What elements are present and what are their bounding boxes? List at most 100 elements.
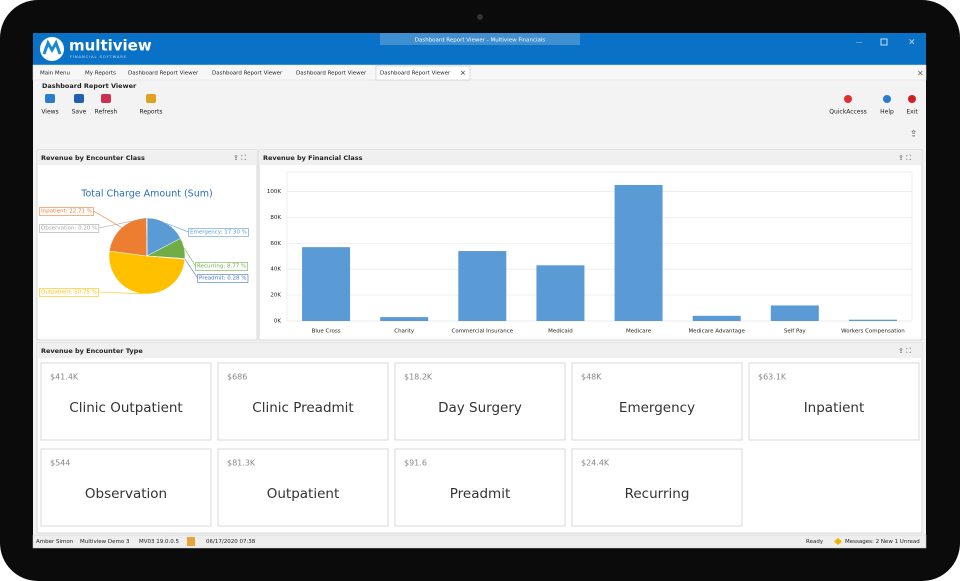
card-name: Inpatient [804, 400, 865, 416]
panel-tools[interactable]: ⇪ ⛶ [898, 347, 911, 355]
status-text: 06/17/2020 07:38 [206, 539, 256, 545]
tab-close[interactable]: × [460, 69, 466, 77]
card[interactable] [394, 448, 566, 527]
leader-line [166, 223, 189, 233]
pie-title: Total Charge Amount (Sum) [80, 189, 212, 200]
status-messages[interactable]: Messages: 2 New 1 Unread [845, 539, 920, 545]
leader-line [98, 291, 143, 295]
pie-slice [109, 217, 148, 257]
bar[interactable] [380, 317, 429, 321]
card-name: Clinic Preadmit [252, 400, 353, 416]
button-icon [146, 94, 156, 103]
status-text: Amber Simon [36, 539, 74, 545]
x-tick-label: Blue Cross [312, 329, 341, 335]
bar[interactable] [848, 319, 897, 321]
window-title: Dashboard Report Viewer - Multiview Fina… [415, 38, 546, 44]
pie-label-box [188, 228, 249, 237]
card[interactable] [40, 362, 212, 441]
ribbon-button[interactable]: QuickAccess [829, 109, 867, 116]
card-name: Preadmit [450, 486, 511, 502]
pie-label: Outpatient: 50.75 % [41, 290, 97, 296]
logo-text: multiview [69, 37, 152, 55]
card[interactable] [217, 362, 389, 441]
card[interactable] [571, 448, 743, 527]
panel-header [259, 150, 922, 165]
bar[interactable] [458, 251, 507, 321]
card[interactable] [748, 362, 920, 441]
bar[interactable] [692, 315, 741, 321]
tab[interactable]: Dashboard Report Viewer [128, 71, 199, 77]
ribbon-button[interactable]: Refresh [95, 109, 118, 116]
pie-label-box [197, 274, 249, 283]
bar[interactable] [770, 305, 819, 321]
ribbon-button[interactable]: Views [41, 109, 58, 116]
bar[interactable] [614, 184, 663, 321]
x-tick-label: Self Pay [784, 329, 807, 335]
tab[interactable]: Dashboard Report Viewer [212, 71, 283, 77]
leader-line [184, 258, 198, 279]
tab[interactable]: Dashboard Report Viewer [380, 71, 451, 77]
tab[interactable]: Dashboard Report Viewer [296, 71, 367, 77]
ribbon-button[interactable]: Exit [906, 109, 918, 116]
panel-tools[interactable]: ⇪ ⛶ [233, 154, 246, 162]
ribbon-button[interactable]: Help [880, 109, 894, 116]
card-name: Recurring [625, 486, 690, 502]
card[interactable] [40, 448, 212, 527]
tab[interactable]: My Reports [85, 71, 116, 77]
pie-label: Recurring: 8.77 % [197, 264, 246, 270]
x-tick-label: Charity [394, 329, 415, 335]
x-tick-label: Commercial Insurance [451, 329, 513, 335]
panel-title: Revenue by Encounter Class [41, 154, 145, 162]
status-ready: Ready [806, 539, 824, 545]
pie-slice [108, 250, 186, 295]
bar[interactable] [536, 265, 585, 321]
pie-label-box [195, 262, 249, 271]
button-icon [45, 94, 55, 103]
ribbon-button[interactable]: Save [72, 109, 87, 116]
minimize[interactable]: — [856, 38, 863, 46]
button-icon [74, 94, 84, 103]
card-value: $544 [50, 459, 70, 468]
pie-label-box [39, 207, 94, 216]
y-tick-label: 80K [270, 215, 281, 221]
close[interactable]: × [908, 38, 916, 48]
leader-line [93, 210, 122, 228]
tab-strip-close[interactable]: × [917, 69, 924, 78]
panel [258, 149, 923, 341]
active-tab [375, 65, 471, 81]
card[interactable] [217, 448, 389, 527]
card-value: $41.4K [50, 373, 79, 382]
ribbon-group: Dashboard Report Viewer [42, 82, 137, 90]
ribbon-button[interactable]: Reports [139, 109, 162, 116]
card-name: Clinic Outpatient [69, 400, 182, 416]
card-name: Day Surgery [438, 400, 522, 416]
button-icon [844, 95, 852, 103]
button-icon [908, 95, 916, 103]
panel-header [37, 343, 922, 358]
pie-label: Preadmit: 0.28 % [199, 276, 246, 282]
card-value: $48K [581, 373, 602, 382]
maximize[interactable] [880, 38, 888, 46]
bar[interactable] [302, 247, 351, 321]
status-text: MV03 19.0.0.5 [139, 539, 179, 545]
card[interactable] [571, 362, 743, 441]
tab[interactable]: Main Menu [40, 71, 70, 77]
panel-title: Revenue by Financial Class [263, 154, 363, 162]
pie-label: Emergency: 17.30 % [190, 230, 247, 236]
share-icon[interactable]: ⇪ [910, 130, 918, 140]
logo-mark [42, 39, 62, 55]
panel-tools[interactable]: ⇪ ⛶ [898, 154, 911, 162]
x-tick-label: Medicare Advantage [688, 329, 745, 335]
pie-label-box [39, 224, 100, 233]
y-tick-label: 40K [270, 267, 281, 273]
leader-line [183, 247, 196, 267]
button-icon [883, 95, 891, 103]
button-icon [101, 94, 111, 103]
x-tick-label: Medicaid [548, 329, 573, 335]
x-tick-label: Medicare [626, 329, 652, 335]
logo-sub: FINANCIAL SOFTWARE [70, 55, 127, 59]
card[interactable] [394, 362, 566, 441]
status-text: Multiview Demo 3 [80, 539, 130, 545]
card-name: Observation [85, 486, 167, 502]
